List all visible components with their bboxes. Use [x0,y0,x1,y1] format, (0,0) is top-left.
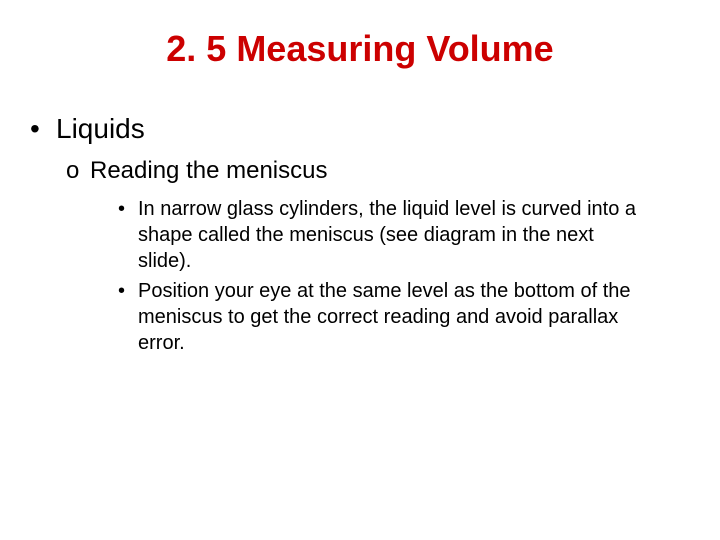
bullet-icon: • [118,196,138,222]
level1-text: Liquids [56,112,720,146]
slide-title: 2. 5 Measuring Volume [0,0,720,70]
content-list: • Liquids o Reading the meniscus • In na… [0,70,720,356]
bullet-icon: • [30,112,56,146]
level3-text: Position your eye at the same level as t… [138,278,650,356]
list-item: • Liquids o Reading the meniscus • In na… [0,70,720,356]
level1-item: • Liquids [0,70,720,146]
level3-text: In narrow glass cylinders, the liquid le… [138,196,650,274]
level2-text: Reading the meniscus [90,156,720,186]
bullet-icon: • [118,278,138,304]
bullet-icon: o [66,156,90,186]
level2-item: o Reading the meniscus [0,146,720,186]
level3-item: • In narrow glass cylinders, the liquid … [0,186,720,274]
level3-item: • Position your eye at the same level as… [0,274,720,356]
slide: 2. 5 Measuring Volume • Liquids o Readin… [0,0,720,540]
